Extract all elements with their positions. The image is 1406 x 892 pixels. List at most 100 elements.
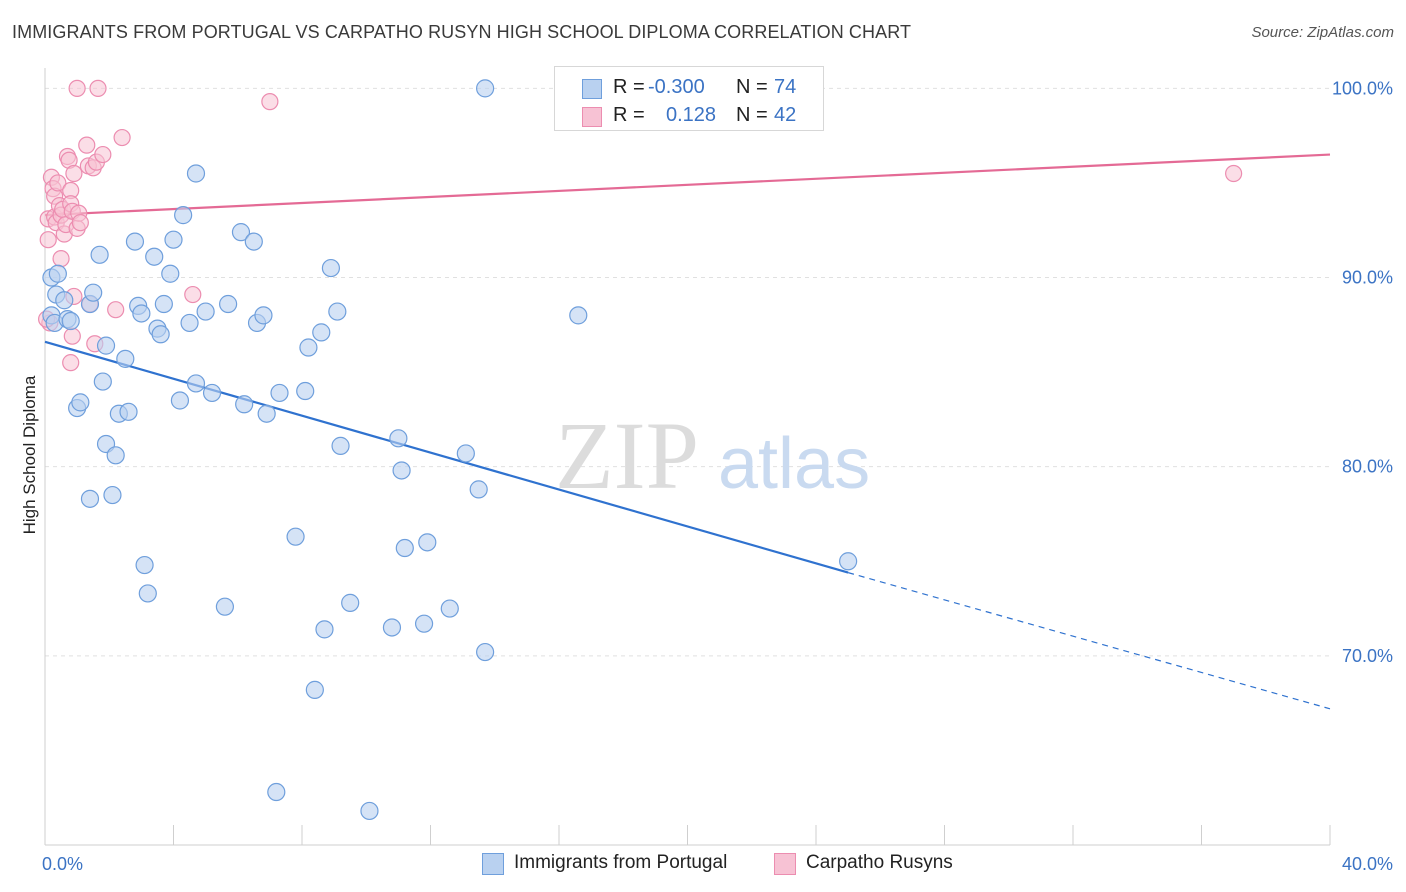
bottom-legend-swatch-pink <box>774 853 796 875</box>
data-point-portugal <box>414 614 434 633</box>
data-point-portugal <box>235 395 254 414</box>
bottom-legend-label: Immigrants from Portugal <box>514 852 728 873</box>
data-point-portugal <box>138 584 157 603</box>
y-tick-label: 100.0% <box>1332 78 1393 98</box>
data-point-portugal <box>392 461 411 480</box>
data-point-rusyns <box>1225 164 1243 183</box>
data-point-rusyns <box>184 285 202 304</box>
data-point-portugal <box>476 79 495 98</box>
data-point-portugal <box>267 782 286 802</box>
x-tick-label: 40.0% <box>1342 854 1393 874</box>
bottom-legend-label: Carpatho Rusyns <box>806 852 953 873</box>
data-point-portugal <box>389 429 408 448</box>
data-point-portugal <box>103 485 122 505</box>
chart-title: IMMIGRANTS FROM PORTUGAL VS CARPATHO RUS… <box>12 22 912 42</box>
legend-n-label: N = <box>736 76 768 98</box>
data-point-portugal <box>145 247 164 266</box>
data-point-portugal <box>328 302 347 321</box>
legend-row-rusyns: R = 0.128 N = 42 <box>555 101 823 131</box>
data-point-portugal <box>341 593 360 612</box>
data-point-portugal <box>151 325 170 344</box>
data-point-portugal <box>164 230 183 249</box>
series-immigrants-portugal <box>42 79 858 821</box>
watermark-zip: ZIP <box>555 402 699 509</box>
data-point-portugal <box>331 436 350 455</box>
legend-row-portugal: R = -0.300 N = 74 <box>555 73 823 103</box>
data-point-portugal <box>219 294 238 314</box>
data-point-portugal <box>186 374 206 393</box>
legend-swatch-pink <box>582 107 602 127</box>
data-point-portugal <box>321 258 341 278</box>
data-point-portugal <box>61 311 80 331</box>
y-axis-label: High School Diploma <box>20 375 39 534</box>
data-point-portugal <box>154 294 173 314</box>
data-point-portugal <box>84 283 103 302</box>
data-point-portugal <box>93 372 112 391</box>
data-point-rusyns <box>65 164 83 183</box>
data-point-portugal <box>469 480 488 499</box>
y-tick-label: 70.0% <box>1342 646 1393 666</box>
data-point-rusyns <box>68 79 86 97</box>
y-tick-label: 80.0% <box>1342 457 1393 477</box>
data-point-portugal <box>55 291 74 310</box>
data-point-portugal <box>305 680 324 699</box>
data-point-portugal <box>315 620 334 639</box>
data-point-portugal <box>174 206 193 225</box>
data-point-portugal <box>90 245 109 264</box>
data-point-portugal <box>135 555 154 575</box>
data-point-rusyns <box>49 174 67 192</box>
stats-legend: R = -0.300 N = 74 R = 0.128 N = 42 <box>554 66 824 131</box>
data-point-portugal <box>80 489 100 508</box>
trend-line-rusyns <box>44 153 1331 217</box>
legend-r-value: 0.128 <box>666 104 717 126</box>
source-label: Source: ZipAtlas.com <box>1251 24 1394 41</box>
data-point-portugal <box>231 223 251 242</box>
x-tick-label: 0.0% <box>42 854 83 874</box>
axes <box>44 68 1331 846</box>
data-point-rusyns <box>89 79 107 97</box>
legend-n-value: 42 <box>774 104 797 126</box>
data-point-portugal <box>440 599 459 618</box>
y-tick-label: 90.0% <box>1342 268 1393 288</box>
data-point-portugal <box>296 381 315 401</box>
legend-swatch-blue <box>582 79 602 99</box>
data-point-rusyns <box>39 231 57 249</box>
data-point-rusyns <box>52 250 70 268</box>
data-point-portugal <box>132 304 151 323</box>
data-point-portugal <box>106 446 125 465</box>
data-point-portugal <box>839 552 858 571</box>
trend-line-portugal-extrapolated <box>847 572 1331 710</box>
data-point-portugal <box>418 533 437 552</box>
data-point-rusyns <box>62 354 80 372</box>
data-point-portugal <box>244 232 263 251</box>
bottom-legend-swatch-blue <box>482 853 504 875</box>
trend-lines <box>44 153 1331 710</box>
data-point-portugal <box>196 302 215 321</box>
data-point-portugal <box>395 538 414 558</box>
data-point-portugal <box>161 264 180 283</box>
data-point-portugal <box>476 642 495 662</box>
data-point-portugal <box>286 527 305 546</box>
data-point-portugal <box>254 306 273 325</box>
data-point-rusyns <box>78 136 96 154</box>
data-point-portugal <box>215 597 234 616</box>
data-point-portugal <box>569 306 588 325</box>
data-point-portugal <box>382 618 402 637</box>
data-point-rusyns <box>71 214 89 232</box>
legend-r-value: -0.300 <box>648 76 705 98</box>
data-point-portugal <box>456 444 475 463</box>
data-point-portugal <box>170 391 190 410</box>
data-point-portugal <box>125 232 145 251</box>
data-point-portugal <box>360 801 379 821</box>
data-point-portugal <box>299 338 318 357</box>
data-point-rusyns <box>63 327 81 345</box>
legend-n-label: N = <box>736 104 768 126</box>
gridlines <box>45 87 1330 657</box>
data-point-portugal <box>116 349 135 368</box>
data-point-rusyns <box>94 145 112 164</box>
data-point-portugal <box>71 393 90 412</box>
legend-r-label: R = <box>613 76 645 98</box>
data-point-portugal <box>202 383 222 403</box>
legend-r-label: R = <box>613 104 645 126</box>
data-point-portugal <box>270 383 289 403</box>
